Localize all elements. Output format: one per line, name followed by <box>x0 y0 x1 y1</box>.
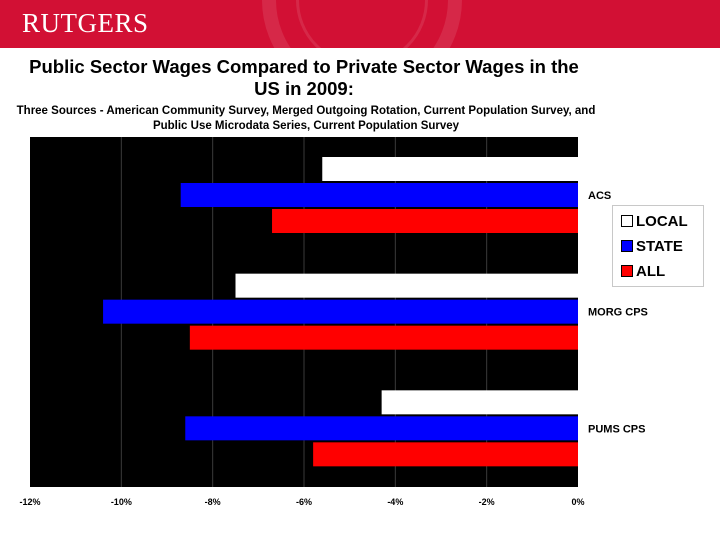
x-tick-label: -4% <box>387 497 403 507</box>
category-label: ACS <box>588 190 611 202</box>
x-tick-label: -10% <box>111 497 132 507</box>
legend-item-local: LOCAL <box>621 212 688 232</box>
bar-state <box>103 299 579 324</box>
x-tick-label: -2% <box>479 497 495 507</box>
category-label: MORG CPS <box>588 307 648 319</box>
x-tick-label: -8% <box>205 497 221 507</box>
legend-item-state: STATE <box>621 237 683 257</box>
x-tick-label: -12% <box>19 497 40 507</box>
bar-local <box>235 273 578 298</box>
bar-all <box>272 209 578 233</box>
legend-item-all: ALL <box>621 262 665 282</box>
x-tick-label: 0% <box>571 497 584 507</box>
legend-label-local: LOCAL <box>636 213 688 230</box>
legend-swatch-all <box>621 265 633 277</box>
legend-swatch-state <box>621 240 633 252</box>
legend-label-state: STATE <box>636 238 683 255</box>
bar-all <box>313 442 578 467</box>
header-banner: RUTGERS <box>0 0 720 48</box>
legend-swatch-local <box>621 215 633 227</box>
bar-all <box>189 325 579 350</box>
bar-local <box>322 157 578 181</box>
chart-subtitle: Three Sources - American Community Surve… <box>16 105 596 132</box>
bar-state <box>185 416 578 441</box>
chart-title: Public Sector Wages Compared to Private … <box>29 56 579 99</box>
legend-label-all: ALL <box>636 263 666 280</box>
category-label: PUMS CPS <box>588 423 645 435</box>
rutgers-logo: RUTGERS <box>22 8 149 38</box>
x-tick-label: -6% <box>296 497 312 507</box>
chart-legend: LOCAL STATE ALL <box>612 205 704 287</box>
bar-state <box>180 183 578 207</box>
bar-local <box>381 390 578 415</box>
